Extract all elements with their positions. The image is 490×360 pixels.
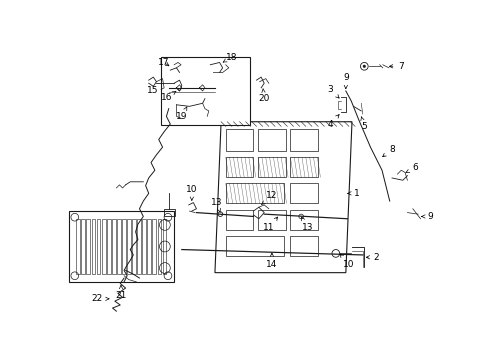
Bar xyxy=(92,219,96,274)
Text: 16: 16 xyxy=(161,91,176,102)
Text: 6: 6 xyxy=(406,163,418,172)
Bar xyxy=(117,219,121,274)
Text: 9: 9 xyxy=(343,73,349,89)
Text: 11: 11 xyxy=(263,217,278,233)
Bar xyxy=(226,130,253,151)
Bar xyxy=(226,210,253,230)
Bar xyxy=(147,219,151,274)
Bar xyxy=(291,157,318,177)
Bar xyxy=(137,219,141,274)
Bar xyxy=(97,219,100,274)
Bar xyxy=(152,219,156,274)
Text: 12: 12 xyxy=(261,191,278,205)
Text: 5: 5 xyxy=(361,116,367,131)
Bar xyxy=(132,219,136,274)
Text: 4: 4 xyxy=(328,114,339,129)
Bar xyxy=(112,219,116,274)
Bar xyxy=(226,157,253,177)
Bar xyxy=(76,219,80,274)
Text: 22: 22 xyxy=(92,294,109,303)
Text: 3: 3 xyxy=(327,85,339,98)
Text: 13: 13 xyxy=(301,217,313,233)
Bar xyxy=(69,211,174,282)
Bar xyxy=(291,210,318,230)
Text: 8: 8 xyxy=(383,145,395,157)
Bar xyxy=(127,219,131,274)
Text: 19: 19 xyxy=(176,107,188,121)
Bar xyxy=(258,157,286,177)
Bar xyxy=(291,130,318,151)
Bar xyxy=(258,130,286,151)
Bar xyxy=(258,210,286,230)
Bar xyxy=(226,236,284,256)
Bar xyxy=(163,219,167,274)
Bar xyxy=(107,219,111,274)
Text: 21: 21 xyxy=(115,285,127,300)
Bar xyxy=(226,183,284,203)
Circle shape xyxy=(363,65,366,68)
Bar xyxy=(157,219,161,274)
Text: 9: 9 xyxy=(422,212,434,221)
Bar xyxy=(86,219,90,274)
Bar xyxy=(102,219,105,274)
Text: 14: 14 xyxy=(266,253,278,269)
Text: 7: 7 xyxy=(390,62,404,71)
Text: 10: 10 xyxy=(340,254,355,269)
Text: 2: 2 xyxy=(367,253,379,262)
Text: 17: 17 xyxy=(158,58,170,67)
Text: 18: 18 xyxy=(223,53,238,62)
Bar xyxy=(164,209,175,216)
Text: 13: 13 xyxy=(211,198,222,212)
Text: 15: 15 xyxy=(147,86,158,95)
Text: 10: 10 xyxy=(186,185,197,200)
Bar xyxy=(142,219,146,274)
Bar xyxy=(291,183,318,203)
Text: 20: 20 xyxy=(259,89,270,103)
Bar xyxy=(122,219,126,274)
Text: 1: 1 xyxy=(348,189,360,198)
Bar xyxy=(81,219,85,274)
Bar xyxy=(291,236,318,256)
Bar xyxy=(161,57,250,125)
